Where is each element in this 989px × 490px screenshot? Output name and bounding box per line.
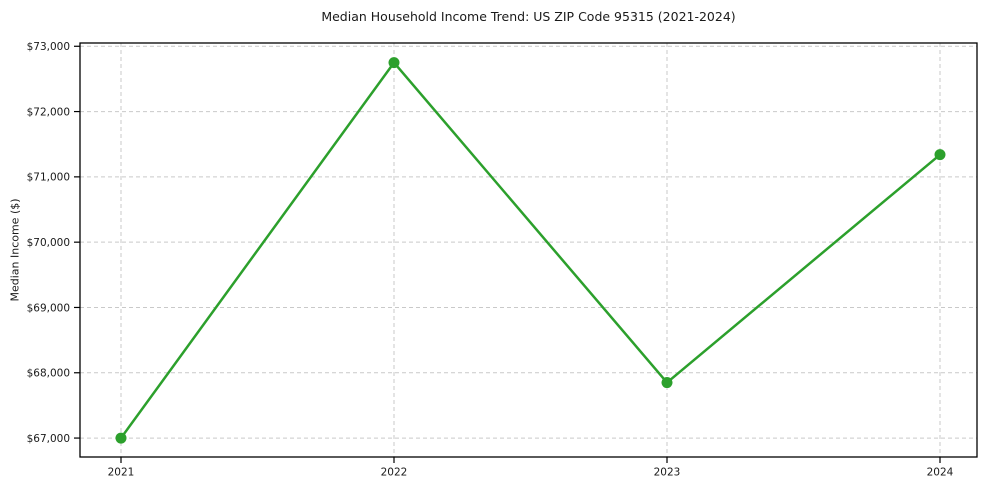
data-point-2023 (661, 377, 673, 389)
y-tick-label: $72,000 (27, 106, 70, 118)
y-tick-label: $71,000 (27, 172, 70, 184)
x-tick-label: 2023 (654, 467, 681, 479)
data-point-2021 (115, 432, 127, 444)
plot-border (79, 42, 978, 458)
y-tick-label: $69,000 (27, 302, 70, 314)
x-tick-label: 2021 (108, 467, 135, 479)
x-tick-label: 2022 (381, 467, 408, 479)
y-tick-label: $73,000 (27, 41, 70, 53)
x-tick-label: 2024 (927, 467, 954, 479)
y-tick-label: $68,000 (27, 368, 70, 380)
data-point-2024 (934, 149, 946, 161)
data-point-2022 (388, 57, 400, 69)
y-tick-label: $70,000 (27, 237, 70, 249)
chart-title: Median Household Income Trend: US ZIP Co… (321, 9, 736, 24)
y-tick-label: $67,000 (27, 433, 70, 445)
trend-line (119, 61, 942, 440)
